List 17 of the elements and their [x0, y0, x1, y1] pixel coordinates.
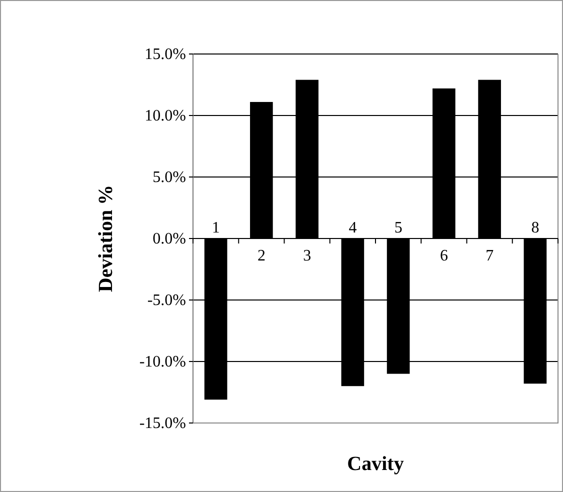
x-tick-label: 1	[212, 220, 220, 236]
y-axis-title: Deviation %	[95, 184, 117, 292]
y-tick-label: -5.0%	[147, 292, 186, 310]
x-tick-label: 6	[440, 248, 448, 264]
x-tick-label: 7	[486, 248, 494, 264]
x-tick-label: 3	[303, 248, 312, 264]
x-tick-label: 4	[348, 220, 357, 236]
x-tick-label: 2	[257, 248, 266, 264]
y-tick-label: -10.0%	[139, 354, 186, 371]
x-axis-title: Cavity	[347, 453, 404, 475]
y-tick-label: 0.0%	[152, 230, 186, 248]
x-tick-label: 5	[394, 220, 402, 236]
x-tick-label: 8	[531, 220, 540, 236]
y-tick-label: 15.0%	[144, 46, 186, 64]
y-tick-label: -15.0%	[139, 415, 186, 432]
y-tick-label: 5.0%	[152, 169, 186, 186]
y-tick-label: 10.0%	[144, 108, 186, 125]
